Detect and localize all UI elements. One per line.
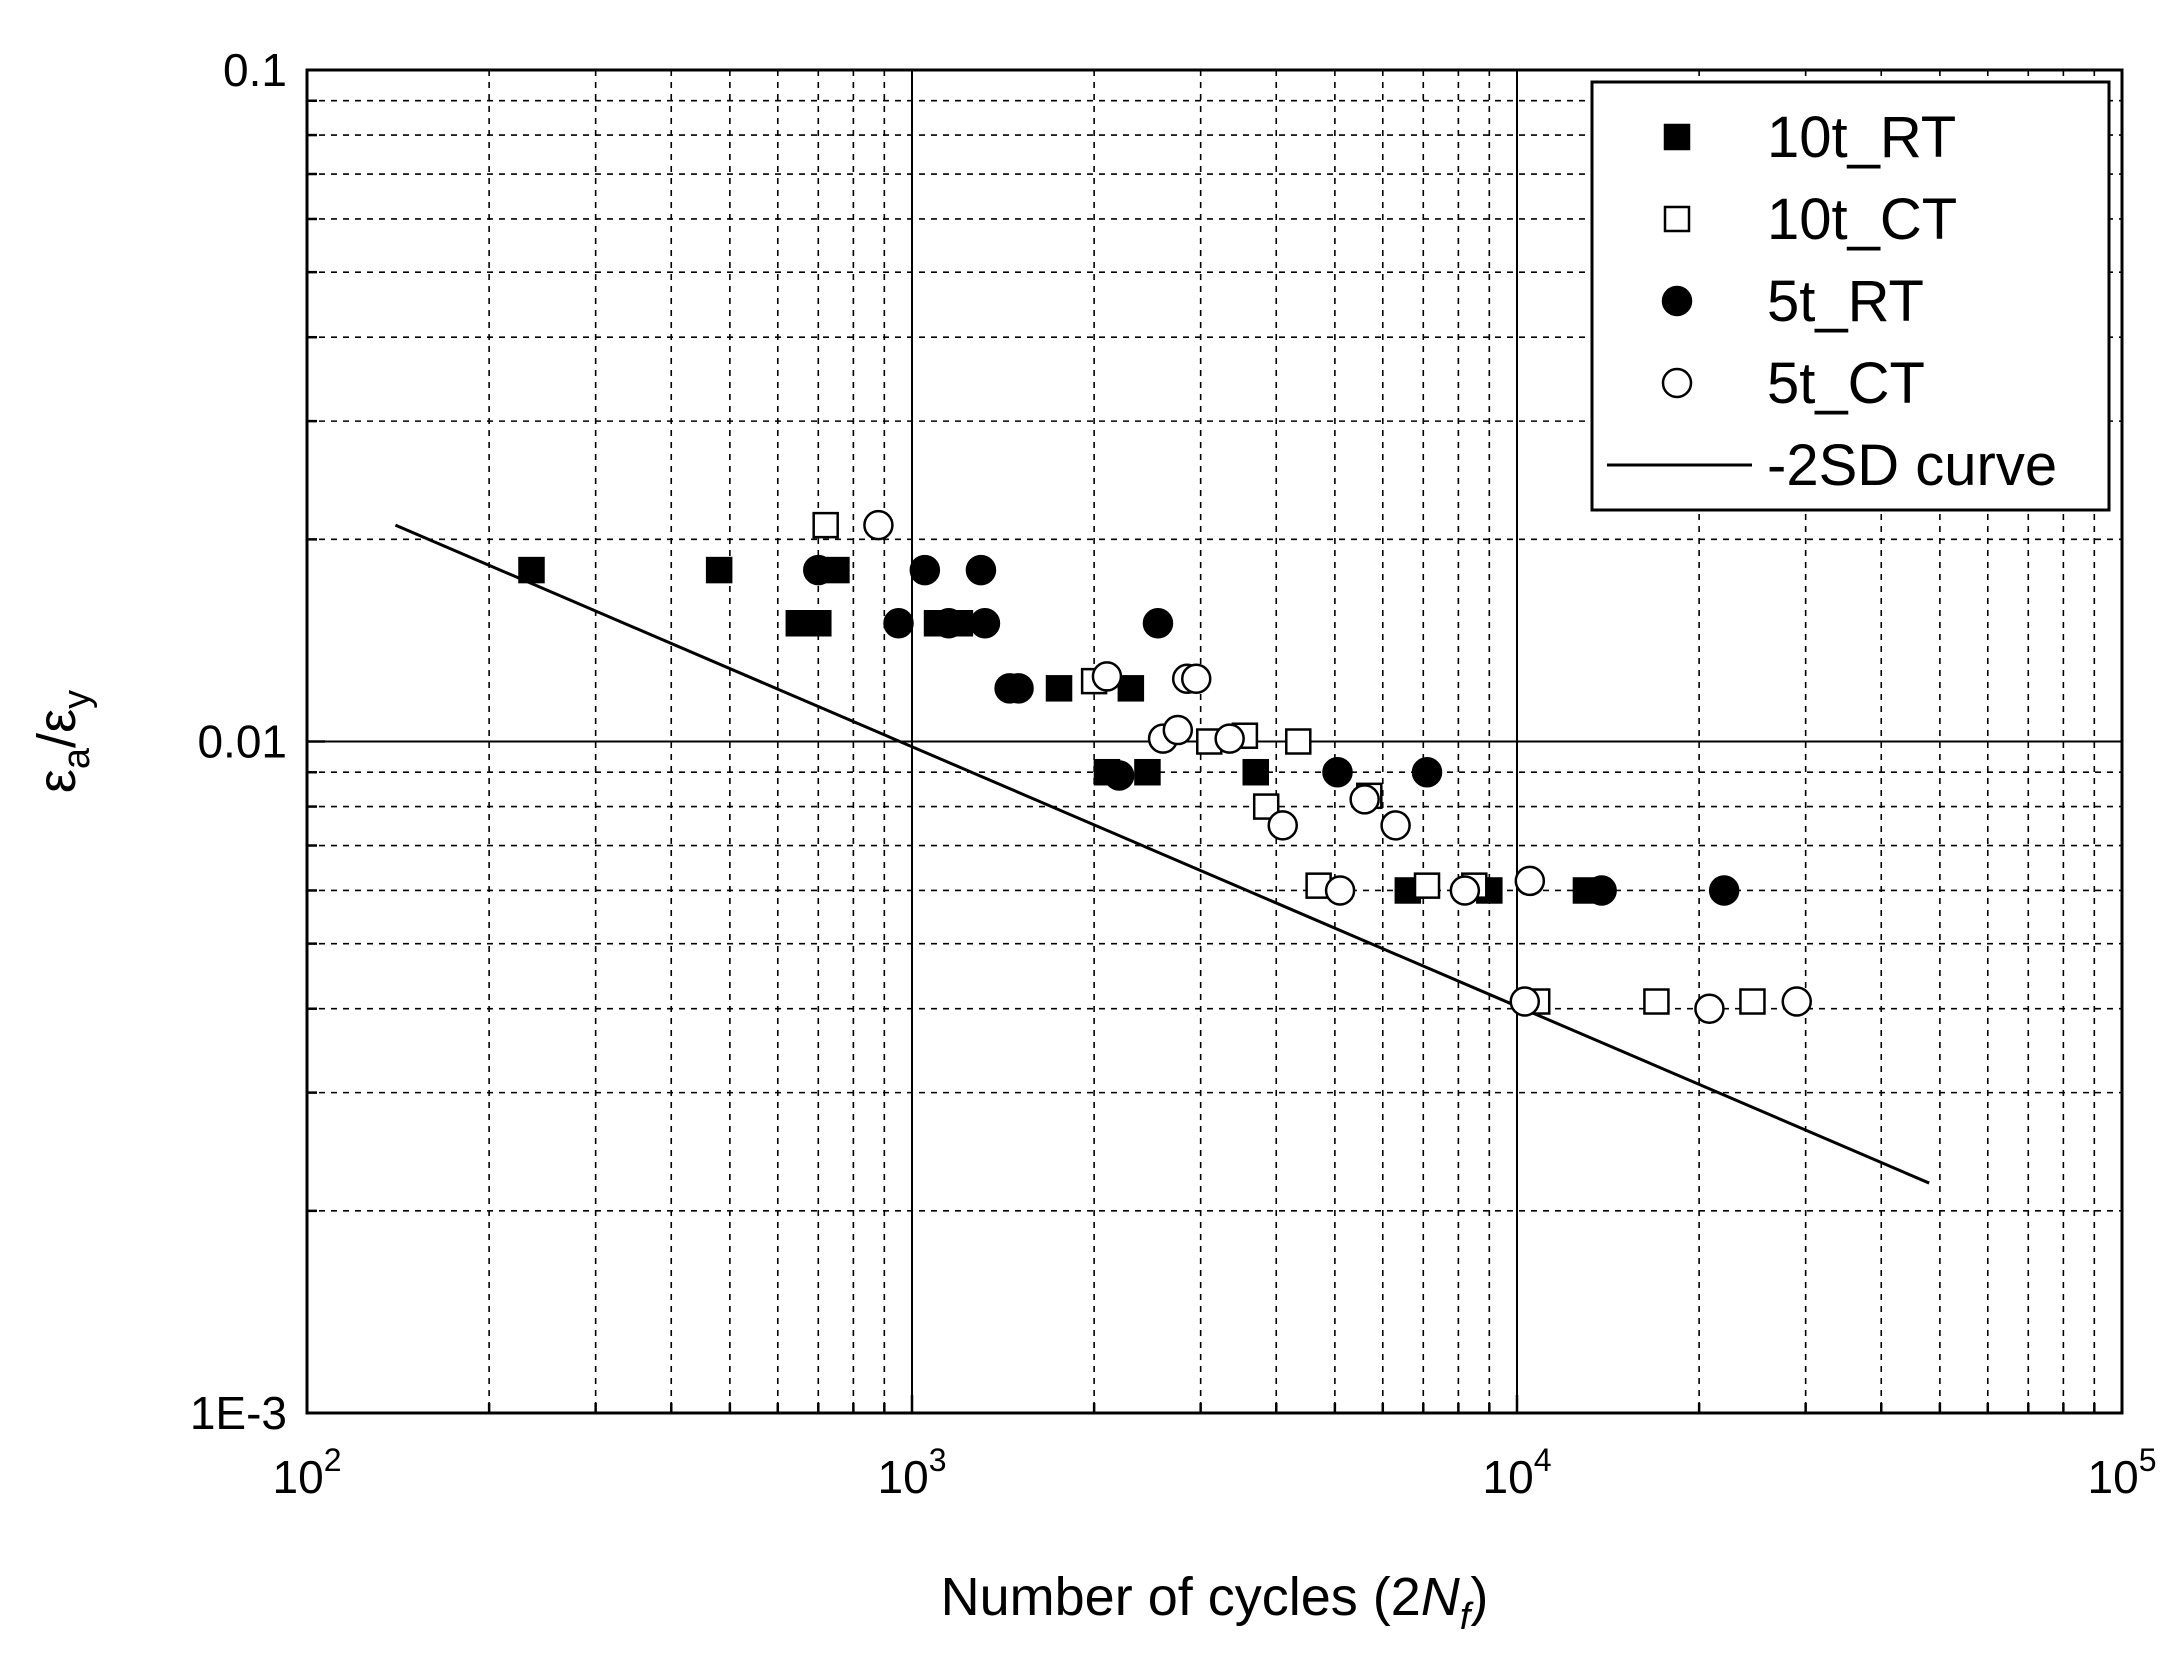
data-point xyxy=(812,511,839,539)
data-point xyxy=(1134,758,1161,786)
data-point xyxy=(1322,756,1353,788)
data-point xyxy=(1449,875,1481,906)
legend: 10t_RT 10t_CT 5t_RT 5t_CT -2SD curve xyxy=(1590,80,2111,512)
reference-line-layer xyxy=(394,523,1930,1185)
data-point xyxy=(1514,865,1546,897)
data-point xyxy=(1781,986,1813,1017)
x-tick-label: 105 xyxy=(2088,1442,2157,1503)
y-axis-ticks: 0.1 0.01 1E-3 xyxy=(190,44,325,1439)
x-tick-label: 103 xyxy=(878,1442,947,1503)
data-point xyxy=(705,556,733,584)
x-axis-ticks: 102 103 104 105 xyxy=(273,1395,2157,1503)
y-axis-title: εa/εy xyxy=(27,690,98,793)
data-point xyxy=(965,554,997,586)
data-point xyxy=(1045,675,1073,702)
data-point xyxy=(1142,608,1174,639)
data-point xyxy=(1180,663,1212,695)
grid xyxy=(307,70,2122,1413)
data-point xyxy=(1103,760,1135,791)
data-point xyxy=(1509,986,1541,1017)
data-point xyxy=(1739,988,1766,1015)
x-tick-label: 104 xyxy=(1483,1442,1552,1503)
data-point xyxy=(1117,675,1145,702)
minus-2sd-curve xyxy=(394,523,1930,1185)
y-tick-label: 0.01 xyxy=(197,716,287,768)
data-point xyxy=(1586,875,1617,906)
legend-label: -2SD curve xyxy=(1767,433,2057,498)
data-point xyxy=(1267,810,1298,841)
data-point xyxy=(1694,993,1725,1024)
data-point xyxy=(1643,988,1670,1015)
data-point xyxy=(1349,784,1380,815)
legend-marker xyxy=(1661,285,1693,317)
data-point xyxy=(1413,872,1441,899)
x-axis-title: Number of cycles (2Nf) xyxy=(941,1567,1489,1638)
data-point xyxy=(1214,723,1245,754)
series-10t-ct xyxy=(812,511,1766,1015)
legend-marker xyxy=(1663,205,1691,233)
legend-label: 5t_CT xyxy=(1767,351,1925,416)
data-point xyxy=(863,509,894,541)
y-tick-label: 0.1 xyxy=(223,44,287,96)
data-point xyxy=(933,608,964,639)
series-10t-rt xyxy=(518,556,1600,904)
data-points xyxy=(518,509,1813,1024)
data-point xyxy=(805,610,832,637)
data-point xyxy=(1003,673,1034,704)
data-point xyxy=(1708,875,1740,906)
data-point xyxy=(1324,875,1356,906)
data-point xyxy=(1162,714,1194,746)
legend-marker xyxy=(1661,367,1693,399)
series-5t-rt xyxy=(803,554,1740,906)
x-tick-label: 102 xyxy=(273,1442,342,1503)
data-point xyxy=(1380,810,1411,841)
y-tick-label: 1E-3 xyxy=(190,1387,287,1439)
data-point xyxy=(1411,756,1443,788)
data-point xyxy=(1091,661,1123,692)
data-point xyxy=(969,608,1001,639)
data-point xyxy=(909,554,941,586)
series-5t-ct xyxy=(863,509,1813,1024)
data-point xyxy=(803,554,834,586)
data-point xyxy=(518,556,545,584)
data-point xyxy=(883,608,914,639)
legend-marker xyxy=(1663,123,1691,151)
legend-label: 5t_RT xyxy=(1767,269,1924,334)
legend-label: 10t_RT xyxy=(1767,105,1956,170)
data-point xyxy=(1242,758,1270,786)
data-point xyxy=(1285,728,1312,755)
legend-label: 10t_CT xyxy=(1767,187,1957,252)
